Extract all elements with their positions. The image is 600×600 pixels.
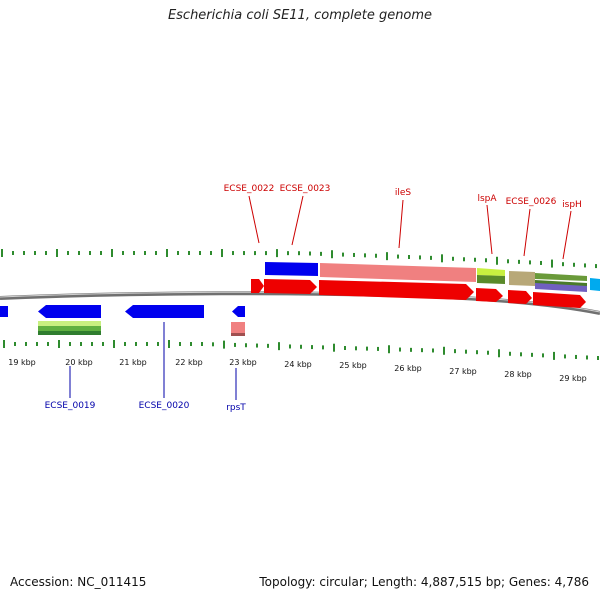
gene-rpsT-arrow[interactable] <box>232 306 245 317</box>
outer-tick-marks <box>1 249 597 269</box>
gene-ECSE_0019-rna-a[interactable] <box>38 321 101 326</box>
feature-ECSE_0026-domain[interactable] <box>509 271 535 286</box>
accession-text: Accession: NC_011415 <box>10 575 147 589</box>
gene-label-ECSE_0019[interactable]: ECSE_0019 <box>45 401 96 411</box>
genome-title: Escherichia coli SE11, complete genome <box>167 8 433 23</box>
top-gene-labels: ECSE_0022 ECSE_0023 ileS lspA ECSE_0026 … <box>224 184 582 210</box>
axis-label-27kbp: 27 kbp <box>449 367 477 376</box>
inner-tick-marks <box>3 340 599 361</box>
axis-label-25kbp: 25 kbp <box>339 361 367 370</box>
feature-ispH-domain-a[interactable] <box>535 273 587 281</box>
axis-label-19kbp: 19 kbp <box>8 358 36 367</box>
bottom-label-leaders <box>69 322 237 400</box>
top-label-leaders <box>248 195 572 260</box>
axis-label-20kbp: 20 kbp <box>65 358 93 367</box>
gene-lspA[interactable] <box>476 288 503 302</box>
axis-labels: 19 kbp 20 kbp 21 kbp 22 kbp 23 kbp 24 kb… <box>8 358 587 383</box>
genome-summary-text: Topology: circular; Length: 4,887,515 bp… <box>259 575 589 589</box>
axis-label-22kbp: 22 kbp <box>175 358 203 367</box>
feature-ispH-domain-c[interactable] <box>535 283 587 292</box>
feature-ECSE_0023-domain[interactable] <box>265 262 318 276</box>
axis-label-29kbp: 29 kbp <box>559 374 587 383</box>
feature-lspA-domain-b[interactable] <box>477 275 505 284</box>
gene-rpsT-shade[interactable] <box>231 333 245 336</box>
gene-rpsT[interactable] <box>231 322 245 335</box>
gene-label-rpsT[interactable]: rpsT <box>226 403 246 413</box>
axis-label-24kbp: 24 kbp <box>284 360 312 369</box>
gene-ECSE_0019-rna-b[interactable] <box>38 326 101 331</box>
gene-ECSE_0019[interactable] <box>0 306 8 317</box>
gene-ECSE_0022[interactable] <box>251 279 264 293</box>
gene-ECSE_0026[interactable] <box>508 290 532 304</box>
gene-label-ECSE_0020[interactable]: ECSE_0020 <box>139 401 190 411</box>
bottom-gene-labels: ECSE_0019 ECSE_0020 rpsT <box>45 401 247 413</box>
feature-next-gene[interactable] <box>590 278 600 291</box>
axis-label-26kbp: 26 kbp <box>394 364 422 373</box>
gene-ECSE_0019-b[interactable] <box>38 305 101 318</box>
gene-ECSE_0019-rna-c[interactable] <box>38 331 101 335</box>
axis-label-21kbp: 21 kbp <box>119 358 147 367</box>
gene-label-ileS[interactable]: ileS <box>395 188 412 198</box>
gene-label-ECSE_0026[interactable]: ECSE_0026 <box>506 197 557 207</box>
feature-ileS-domain[interactable] <box>320 263 476 282</box>
axis-label-28kbp: 28 kbp <box>504 370 532 379</box>
gene-ispH[interactable] <box>533 292 586 308</box>
feature-lspA-domain-a[interactable] <box>477 268 505 276</box>
gene-ECSE_0020[interactable] <box>125 305 204 318</box>
forward-strand-features <box>251 262 600 308</box>
reverse-strand-features <box>0 305 245 336</box>
gene-ileS[interactable] <box>319 280 474 300</box>
gene-label-ECSE_0023[interactable]: ECSE_0023 <box>280 184 331 194</box>
gene-label-ECSE_0022[interactable]: ECSE_0022 <box>224 184 275 194</box>
gene-label-lspA[interactable]: lspA <box>477 194 497 204</box>
axis-label-23kbp: 23 kbp <box>229 358 257 367</box>
gene-label-ispH[interactable]: ispH <box>562 200 582 210</box>
gene-ECSE_0023[interactable] <box>264 279 317 294</box>
